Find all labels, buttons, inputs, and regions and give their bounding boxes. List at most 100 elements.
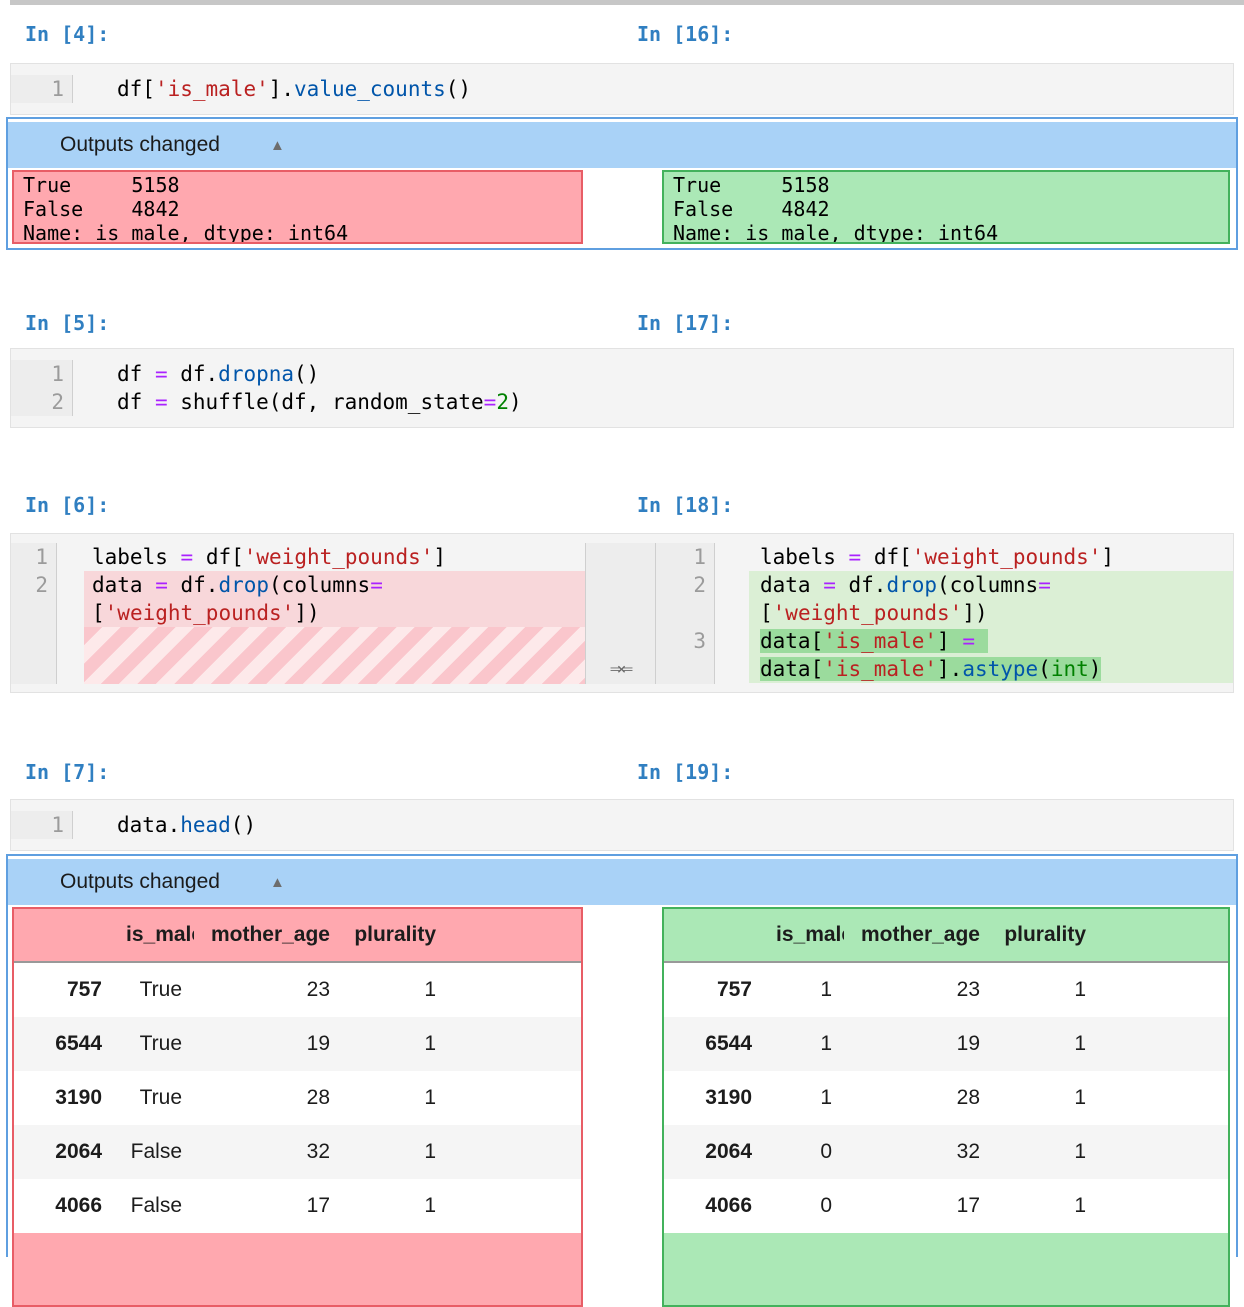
line-number — [656, 599, 714, 627]
code-line: ['weight_pounds']) — [749, 599, 1233, 627]
column-header — [664, 909, 764, 963]
column-header: mother_age — [194, 909, 342, 963]
line-number-gutter: 1 — [11, 75, 73, 103]
input-prompt-left: In [4]: — [25, 22, 110, 46]
prompt-row-2: In [5]: In [17]: — [0, 311, 1244, 335]
code-line: ['weight_pounds']) — [84, 599, 585, 627]
cell-value: 1 — [1074, 1032, 1086, 1055]
code-editor[interactable]: 1 2 df = df.dropna() df = shuffle(df, rando… — [10, 348, 1234, 428]
cell-value: 32 — [956, 1140, 980, 1163]
dataframe-header: is_malemother_agepluralitygestati — [14, 909, 581, 963]
input-prompt-right: In [16]: — [637, 22, 734, 46]
cell-value — [448, 1179, 581, 1233]
table-row: 6544 True 19 1 — [14, 1017, 581, 1071]
table-row: 4066 False 17 1 — [14, 1179, 581, 1233]
cell-value: 1 — [424, 978, 436, 1001]
code-line: data['is_male'].astype(int) — [749, 655, 1233, 683]
code-line: data.head() — [117, 813, 257, 837]
cell-value: 32 — [306, 1140, 330, 1163]
inline-added-text: data['is_male'] = — [760, 629, 988, 653]
cell-value: 1 — [1074, 1086, 1086, 1109]
added-output: True 5158 False 4842 Name: is_male, dtyp… — [662, 170, 1230, 244]
cell-value: 1 — [820, 1032, 832, 1055]
code-pane-base: 1 2 labels = df['weight_pounds'] data = df.… — [11, 543, 585, 684]
cell-value: 0 — [820, 1140, 832, 1163]
inline-added-text: data['is_male'].astype(int) — [760, 657, 1102, 681]
line-number: 1 — [51, 813, 64, 837]
line-number: 3 — [693, 629, 706, 653]
column-header: is_male — [114, 909, 194, 963]
table-row: 3190 1 28 1 — [664, 1071, 1228, 1125]
dataframe-table-left: is_malemother_agepluralitygestati 757 Tru… — [14, 909, 581, 1233]
removed-dataframe-box: is_malemother_agepluralitygestati 757 Tru… — [12, 907, 583, 1307]
code-pane: 1 2 df = df.dropna() df = shuffle(df, rando… — [11, 360, 1233, 416]
column-header: is_male — [764, 909, 844, 963]
outputs-diff-container: Outputs changed ▲ True 5158 False 4842 N… — [6, 117, 1238, 250]
column-header: mother_age — [844, 909, 992, 963]
cell-value: True — [139, 1032, 182, 1055]
previous-cell-edge — [10, 0, 1244, 5]
row-index: 6544 — [705, 1032, 752, 1055]
split-diff-editor[interactable]: 1 2 labels = df['weight_pounds'] data = df.… — [10, 533, 1234, 693]
code-editor[interactable]: 1 data.head() — [10, 799, 1234, 851]
cell-value: 1 — [1074, 978, 1086, 1001]
cell-value — [1098, 1071, 1228, 1125]
row-index: 2064 — [55, 1140, 102, 1163]
deleted-lines-hatch — [84, 627, 585, 684]
table-row: 757 1 23 1 — [664, 962, 1228, 1017]
line-number: 1 — [51, 362, 64, 386]
code-lines: df['is_male'].value_counts() — [73, 75, 1233, 103]
cell-value: 1 — [424, 1086, 436, 1109]
row-index: 757 — [66, 978, 102, 1001]
code-lines: labels = df['weight_pounds'] data = df.dr… — [57, 543, 585, 684]
code-line: data = df.drop(columns= — [749, 571, 1233, 599]
cell-value — [448, 1071, 581, 1125]
table-header-row: is_malemother_agepluralitygestati — [664, 909, 1228, 963]
line-number: 2 — [35, 573, 48, 597]
code-editor[interactable]: 1 df['is_male'].value_counts() — [10, 63, 1234, 115]
dataframe-table-right: is_malemother_agepluralitygestati 757 1 23… — [664, 909, 1228, 1233]
cell-value: 17 — [956, 1194, 980, 1217]
line-number-gutter: 1 — [11, 811, 73, 839]
cell-value — [1098, 1125, 1228, 1179]
column-header: plurality — [992, 909, 1098, 963]
cell-value — [448, 1017, 581, 1071]
code-pane-remote: 1 2 3 labels = df['weight_pounds'] data = df… — [656, 543, 1233, 684]
input-prompt-right: In [17]: — [637, 311, 734, 335]
table-row: 757 True 23 1 — [14, 962, 581, 1017]
row-index: 2064 — [705, 1140, 752, 1163]
code-lines: data.head() — [73, 811, 1233, 839]
column-header: gestati — [1098, 909, 1228, 963]
column-header — [14, 909, 114, 963]
cell-value — [448, 962, 581, 1017]
column-header: plurality — [342, 909, 448, 963]
outputs-row: is_malemother_agepluralitygestati 757Tru… — [10, 905, 1234, 1307]
cell-value: 19 — [306, 1032, 330, 1055]
outputs-changed-label: Outputs changed — [60, 133, 220, 156]
cell-value: 28 — [306, 1086, 330, 1109]
cell-value: 0 — [820, 1194, 832, 1217]
added-dataframe-box: is_malemother_agepluralitygestati 757 1 23… — [662, 907, 1230, 1307]
code-line: labels = df['weight_pounds'] — [760, 545, 1115, 569]
line-number: 1 — [693, 545, 706, 569]
cell-value: 17 — [306, 1194, 330, 1217]
code-lines: df = df.dropna() df = shuffle(df, random_… — [73, 360, 1233, 416]
row-index: 4066 — [705, 1194, 752, 1217]
line-number-gutter: 1 2 3 — [656, 543, 715, 684]
cell-value: 23 — [956, 978, 980, 1001]
collapse-icon[interactable]: ▲ — [269, 873, 285, 891]
input-prompt-left: In [7]: — [25, 760, 110, 784]
merge-arrows-icon[interactable]: ⇒⇐ — [609, 656, 633, 680]
collapse-icon[interactable]: ▲ — [269, 136, 285, 154]
cell-value: 1 — [424, 1140, 436, 1163]
outputs-row: True 5158 False 4842 Name: is_male, dtyp… — [10, 168, 1234, 248]
line-number: 1 — [51, 77, 64, 101]
code-pane: 1 data.head() — [11, 811, 1233, 839]
cell-value: 1 — [820, 1086, 832, 1109]
outputs-changed-header[interactable]: Outputs changed ▲ — [8, 122, 1236, 168]
outputs-changed-header[interactable]: Outputs changed ▲ — [8, 859, 1236, 905]
cell-value: 28 — [956, 1086, 980, 1109]
cell-value: 19 — [956, 1032, 980, 1055]
